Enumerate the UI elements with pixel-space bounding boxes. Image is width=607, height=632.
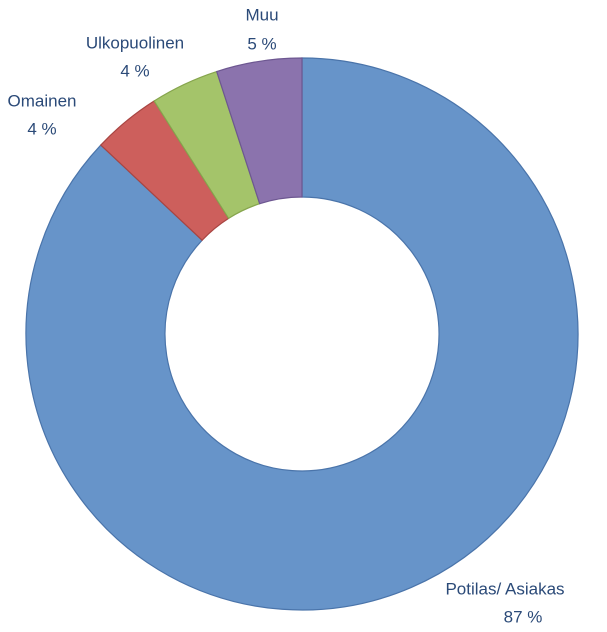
- donut-segment: [215, 57, 303, 205]
- segment-value-label: 4 %: [27, 119, 56, 138]
- segment-value-label: 87 %: [504, 607, 543, 626]
- donut-segment: [25, 57, 579, 611]
- segment-value-label: 4 %: [120, 61, 149, 80]
- segment-label: Muu: [245, 5, 278, 24]
- segment-value-label: 5 %: [247, 34, 276, 53]
- segment-label: Potilas/ Asiakas: [445, 579, 564, 598]
- segment-label: Omainen: [8, 91, 77, 110]
- segment-label: Ulkopuolinen: [86, 33, 184, 52]
